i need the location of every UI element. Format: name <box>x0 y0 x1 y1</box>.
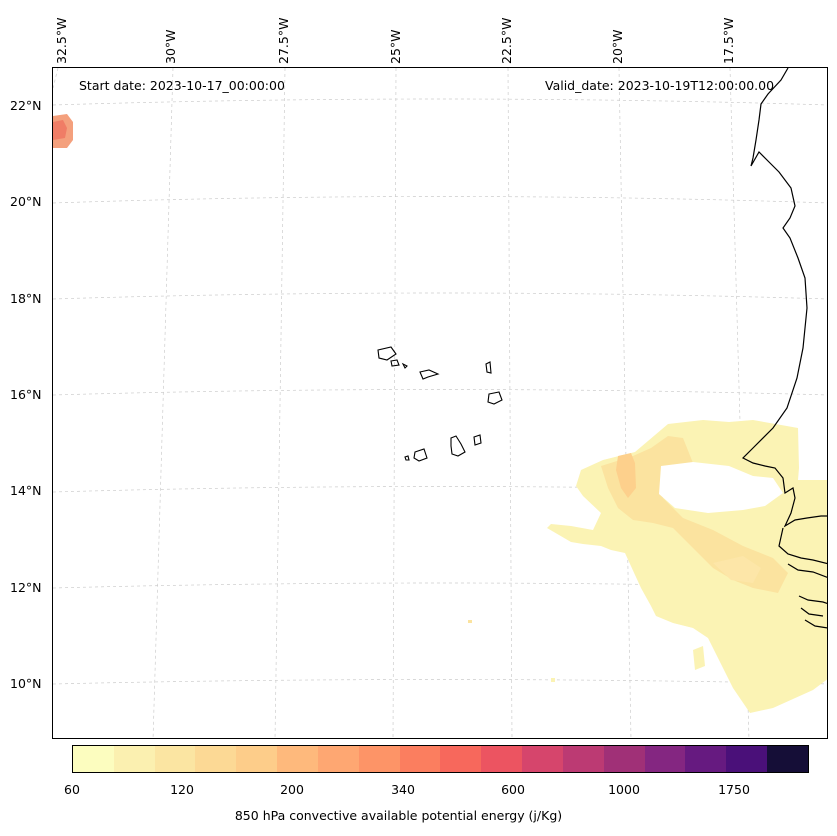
island-sal <box>485 361 492 374</box>
cape-patch-east <box>693 646 705 670</box>
start-date-label: Start date: 2023-10-17_00:00:00 <box>79 78 285 93</box>
colorbar-swatch <box>603 746 645 772</box>
coastline <box>741 68 827 629</box>
island-maio <box>473 434 482 446</box>
colorbar-tick: 120 <box>170 782 194 797</box>
lat-label: 22°N <box>10 98 42 113</box>
lon-label: 27.5°W <box>276 17 291 64</box>
cape-contour-south <box>713 556 761 583</box>
colorbar-swatch <box>644 746 686 772</box>
colorbar-swatch <box>481 746 523 772</box>
colorbar-swatch <box>317 746 359 772</box>
colorbar-swatch <box>113 746 155 772</box>
island-santo-antao <box>377 346 397 361</box>
island-sao-vicente <box>390 359 400 367</box>
colorbar-swatch <box>726 746 768 772</box>
colorbar-title: 850 hPa convective available potential e… <box>234 808 563 823</box>
lat-label: 16°N <box>10 387 42 402</box>
cape-contour-mid <box>601 436 788 593</box>
island-sao-nicolau <box>419 369 440 380</box>
island-fogo <box>413 448 428 462</box>
cape-contour-inner <box>616 453 636 498</box>
colorbar-swatch <box>685 746 727 772</box>
lon-label: 17.5°W <box>721 17 736 64</box>
cape-patch-nw-core <box>53 120 67 140</box>
colorbar-tick: 340 <box>391 782 415 797</box>
colorbar-swatch <box>195 746 237 772</box>
colorbar-swatch <box>236 746 278 772</box>
lat-label: 18°N <box>10 291 42 306</box>
lon-label: 22.5°W <box>499 17 514 64</box>
cape-verde-islands <box>377 346 503 462</box>
lat-label: 10°N <box>10 676 42 691</box>
colorbar-tick: 1000 <box>608 782 640 797</box>
cape-speck <box>468 620 472 623</box>
colorbar-swatch <box>562 746 604 772</box>
cape-field <box>53 114 827 713</box>
lon-label: 20°W <box>610 29 625 64</box>
lat-label: 20°N <box>10 194 42 209</box>
lat-label: 14°N <box>10 483 42 498</box>
cape-hole-sahel <box>659 462 783 513</box>
lon-label: 30°W <box>163 29 178 64</box>
colorbar-swatch <box>767 746 808 772</box>
valid-date-label: Valid_date: 2023-10-19T12:00:00.00 <box>545 78 775 93</box>
colorbar <box>72 745 809 773</box>
colorbar-swatch <box>154 746 196 772</box>
colorbar-swatch <box>440 746 482 772</box>
graticule <box>53 68 827 738</box>
lon-label: 32.5°W <box>54 17 69 64</box>
colorbar-tick: 600 <box>501 782 525 797</box>
colorbar-swatch <box>522 746 563 772</box>
colorbar-swatch <box>277 746 318 772</box>
map-panel[interactable] <box>52 67 828 739</box>
colorbar-tick: 60 <box>64 782 80 797</box>
island-boa-vista <box>487 391 503 405</box>
colorbar-swatch <box>358 746 400 772</box>
cape-speck <box>551 678 555 682</box>
lon-label: 25°W <box>388 29 403 64</box>
island-santiago <box>450 435 466 457</box>
map-canvas <box>53 68 827 738</box>
colorbar-swatch <box>73 746 114 772</box>
island-santa-luzia <box>401 362 408 369</box>
colorbar-tick: 200 <box>280 782 304 797</box>
island-brava <box>404 455 410 461</box>
colorbar-swatch <box>399 746 441 772</box>
colorbar-tick: 1750 <box>718 782 750 797</box>
lat-label: 12°N <box>10 580 42 595</box>
